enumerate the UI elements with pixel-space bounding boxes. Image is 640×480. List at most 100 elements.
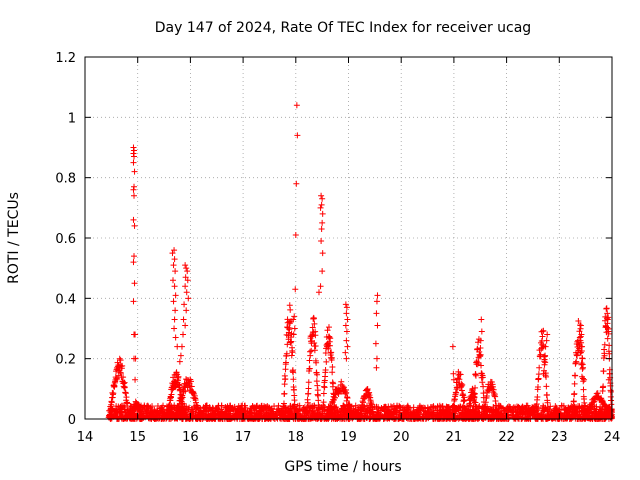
data-point	[291, 325, 298, 332]
data-point	[315, 289, 322, 296]
data-point	[290, 316, 297, 323]
data-point	[293, 102, 300, 109]
data-point	[314, 387, 321, 394]
data-point	[253, 402, 260, 409]
data-point	[280, 400, 287, 407]
data-point	[378, 404, 385, 411]
x-tick-label: 18	[288, 430, 305, 445]
data-point	[581, 376, 588, 383]
data-point	[307, 352, 314, 359]
data-point	[169, 250, 176, 257]
data-point	[180, 331, 187, 338]
data-point	[116, 355, 123, 362]
data-point	[472, 372, 479, 379]
data-point	[171, 325, 178, 332]
data-point	[534, 394, 541, 401]
data-point	[184, 268, 191, 275]
data-point	[475, 359, 482, 366]
data-point	[374, 292, 381, 299]
data-point	[342, 301, 349, 308]
y-tick-label: 1	[68, 111, 76, 126]
data-point	[183, 289, 190, 296]
data-point	[373, 355, 380, 362]
data-point	[318, 225, 325, 232]
data-point	[352, 402, 359, 409]
data-point	[541, 361, 548, 368]
data-point	[343, 389, 350, 396]
data-point	[132, 355, 139, 362]
data-point	[178, 343, 185, 350]
data-point	[410, 407, 417, 414]
data-point	[205, 411, 212, 418]
data-point	[143, 407, 150, 414]
data-point	[328, 354, 335, 361]
data-point	[131, 147, 138, 154]
data-point	[170, 277, 177, 284]
data-point	[488, 407, 495, 414]
data-point	[374, 322, 381, 329]
data-point	[208, 410, 215, 417]
data-point	[389, 414, 396, 421]
data-point	[459, 381, 466, 388]
data-point	[261, 403, 268, 410]
data-point	[169, 406, 176, 413]
data-point	[574, 413, 581, 420]
data-point	[121, 384, 128, 391]
data-point	[180, 316, 187, 323]
data-point	[306, 365, 313, 372]
data-point	[287, 339, 294, 346]
data-point	[131, 280, 138, 287]
data-point	[172, 268, 179, 275]
data-point	[149, 409, 156, 416]
data-point	[171, 316, 178, 323]
data-point	[311, 402, 318, 409]
data-point	[283, 350, 290, 357]
data-point	[218, 406, 225, 413]
y-tick-label: 0	[68, 413, 76, 428]
data-point	[188, 378, 195, 385]
data-point	[343, 304, 350, 311]
data-point	[171, 256, 178, 263]
data-point	[170, 298, 177, 305]
data-point	[332, 394, 339, 401]
data-point	[185, 295, 192, 302]
data-point	[291, 313, 298, 320]
data-point	[182, 274, 189, 281]
data-point	[601, 352, 608, 359]
data-point	[470, 390, 477, 397]
data-point	[344, 395, 351, 402]
data-point	[478, 362, 485, 369]
data-point	[154, 402, 161, 409]
data-point	[477, 353, 484, 360]
data-point	[282, 366, 289, 373]
data-point	[558, 402, 565, 409]
data-point	[292, 231, 299, 238]
data-point	[289, 349, 296, 356]
data-point	[373, 310, 380, 317]
data-point	[327, 335, 334, 342]
data-point	[290, 369, 297, 376]
data-point	[603, 305, 610, 312]
data-point	[591, 408, 598, 415]
data-point	[425, 407, 432, 414]
data-point	[167, 394, 174, 401]
data-point	[226, 410, 233, 417]
data-point	[171, 247, 178, 254]
data-point	[540, 370, 547, 377]
data-point	[397, 415, 404, 422]
data-point	[503, 406, 510, 413]
data-point	[151, 415, 158, 422]
data-point	[544, 331, 551, 338]
y-tick-label: 0.4	[55, 292, 76, 307]
data-point	[172, 292, 179, 299]
data-point	[285, 409, 292, 416]
data-point	[600, 383, 607, 390]
chart-title: Day 147 of 2024, Rate Of TEC Index for r…	[155, 20, 531, 36]
data-point	[344, 343, 351, 350]
data-point	[453, 389, 460, 396]
data-point	[575, 317, 582, 324]
data-point	[352, 407, 359, 414]
data-point	[182, 262, 189, 269]
grid-layer	[85, 57, 612, 419]
data-point	[607, 388, 614, 395]
